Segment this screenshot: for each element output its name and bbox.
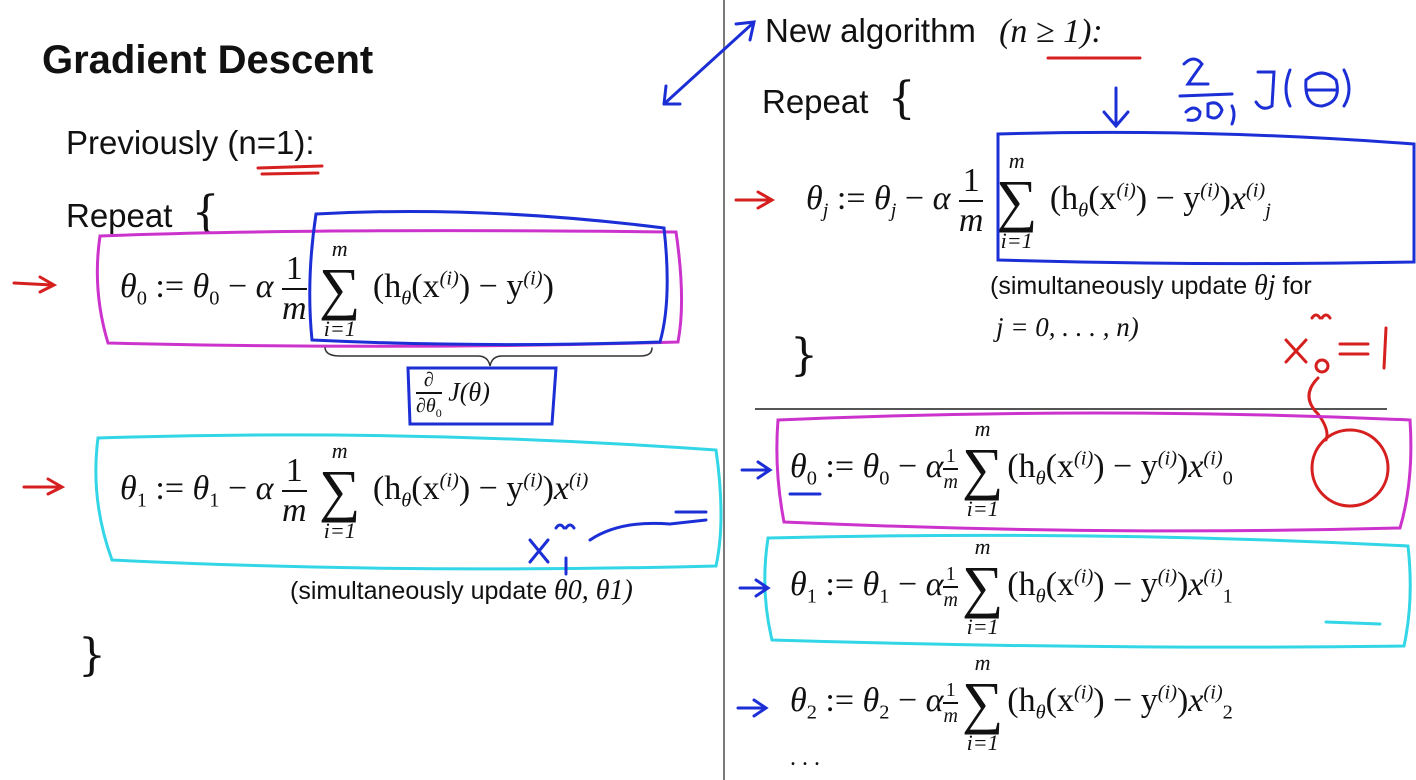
new-algorithm-heading: New algorithm (n ≥ 1): (765, 12, 1103, 50)
close-brace-left: } (78, 630, 106, 681)
cyan-box-right (763, 533, 1412, 649)
blue-arrow-icon (662, 20, 756, 106)
blue-box-right (996, 130, 1416, 266)
magenta-box-left (95, 229, 684, 348)
red-circle-x0 (1310, 428, 1390, 508)
j-range: j = 0, . . . , n) (996, 312, 1139, 342)
ellipsis: . . . (790, 745, 820, 771)
simultaneous-note-left: (simultaneously update θ0, θ1) (290, 575, 633, 606)
open-brace-right: { (887, 73, 916, 124)
equation-theta0-right: θ0 := θ0 − α 1 m m ∑ i=1 (hθ(x(i)) − y(i))x(i)… (790, 416, 1233, 521)
slide-title: Gradient Descent (42, 38, 374, 82)
blue-derivative-scribble (1102, 57, 1351, 129)
simultaneous-note-right: (simultaneously update θj for (990, 270, 1312, 301)
magenta-box-right (775, 411, 1413, 533)
blue-x1-scribble (528, 510, 708, 576)
previously-label: Previously (n=1): (66, 124, 315, 161)
blue-row-arrow-icon (736, 460, 773, 718)
equation-theta1-right: θ1 := θ1 − α 1 m m ∑ i=1 (hθ(x(i)) − y(i))x(i)… (790, 534, 1233, 639)
red-underline (256, 164, 324, 176)
open-brace-left: { (191, 187, 220, 238)
red-arrow-icon (12, 275, 66, 496)
red-x0-scribble (1284, 313, 1388, 442)
equation-theta2-right: θ2 := θ2 − α 1 m m ∑ i=1 (hθ(x(i)) − y(i))x(i)… (790, 650, 1233, 755)
cyan-box-left (94, 433, 723, 571)
repeat-label-left: Repeat { (66, 187, 220, 238)
underbrace (324, 347, 653, 367)
red-arrow-right (734, 190, 776, 210)
slide-divider (723, 0, 725, 780)
derivative-label-theta0: ∂ ∂θ0 J(θ) (416, 369, 490, 420)
separator-line (755, 408, 1387, 410)
blue-box-derivative (406, 366, 558, 426)
cyan-underline-x1 (1324, 620, 1382, 626)
close-brace-right: } (790, 330, 818, 381)
blue-box-left (308, 209, 669, 347)
repeat-label-right: Repeat { (762, 73, 916, 124)
